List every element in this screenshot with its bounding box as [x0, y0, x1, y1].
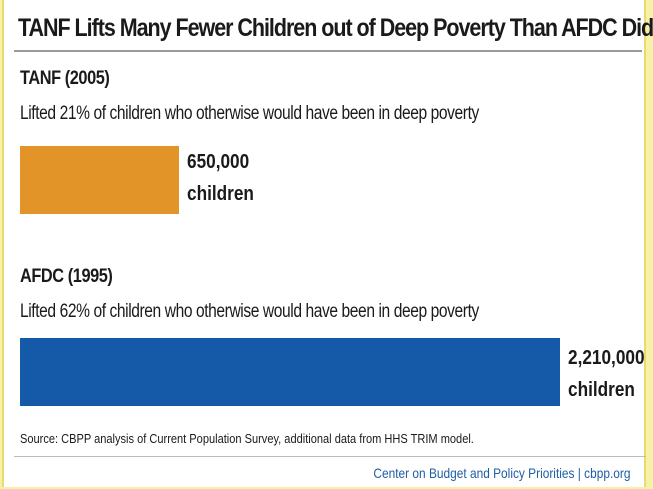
bar-tanf [20, 146, 179, 214]
afdc-description: Lifted 62% of children who otherwise wou… [20, 301, 479, 322]
bar-afdc-unit: children [568, 379, 635, 401]
footer-divider [14, 456, 646, 457]
bar-tanf-label: 650,000 children [187, 146, 254, 210]
credit-link[interactable]: Center on Budget and Policy Priorities |… [372, 465, 630, 481]
bar-tanf-unit: children [187, 183, 254, 205]
bar-afdc-label: 2,210,000 children [568, 342, 645, 406]
tanf-heading: TANF (2005) [20, 68, 110, 89]
bar-afdc-value: 2,210,000 [568, 347, 645, 369]
title-divider [14, 50, 642, 52]
afdc-heading: AFDC (1995) [20, 266, 113, 287]
source-note: Source: CBPP analysis of Current Populat… [20, 431, 474, 446]
chart-title: TANF Lifts Many Fewer Children out of De… [18, 14, 653, 42]
bar-tanf-value: 650,000 [187, 151, 250, 173]
bar-afdc [20, 338, 560, 406]
tanf-description: Lifted 21% of children who otherwise wou… [20, 103, 479, 124]
